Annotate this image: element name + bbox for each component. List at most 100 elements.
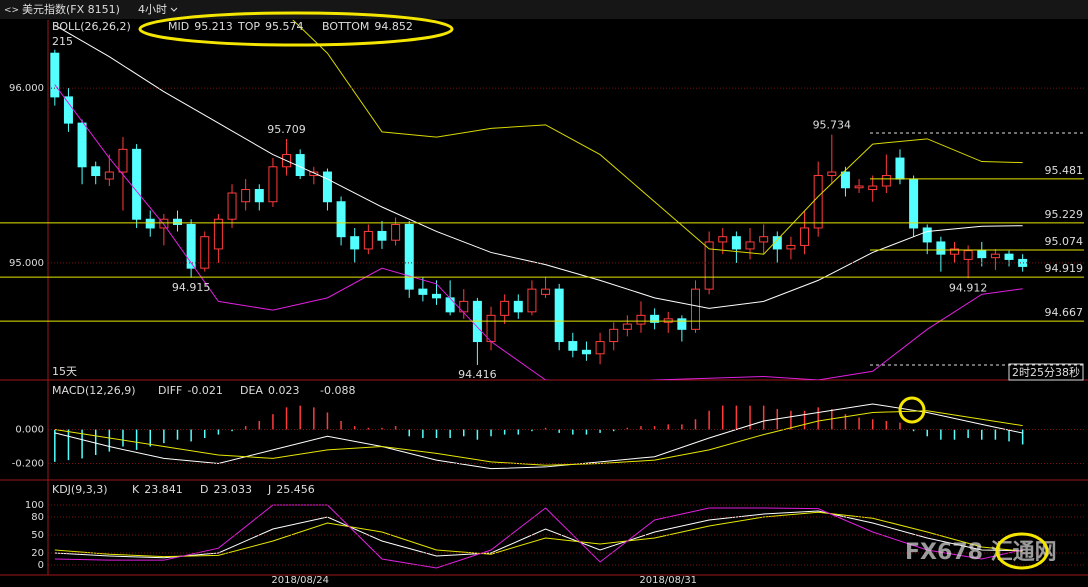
legend-value: 95.574 bbox=[265, 20, 304, 33]
candle-body bbox=[432, 293, 441, 299]
candle-body bbox=[486, 314, 496, 343]
x-tick-label: 2018/08/24 bbox=[271, 575, 329, 586]
candle-body bbox=[691, 288, 700, 330]
candle-body bbox=[581, 349, 591, 355]
candle-body bbox=[827, 171, 837, 177]
candle-body bbox=[650, 314, 660, 323]
candle-body bbox=[527, 288, 537, 313]
candle-body bbox=[404, 223, 414, 290]
legend-value: 94.852 bbox=[374, 20, 413, 33]
dropdown-arrow[interactable] bbox=[170, 7, 178, 12]
candle-body bbox=[391, 223, 401, 241]
legend-entry: K 23.841 bbox=[132, 483, 183, 496]
plot-area bbox=[54, 504, 1023, 569]
candle-body bbox=[350, 236, 360, 250]
y-tick-label: -0.200 bbox=[12, 459, 44, 470]
candle-body bbox=[990, 253, 1000, 259]
candle-body bbox=[91, 166, 101, 177]
highlight-ellipse bbox=[138, 11, 454, 47]
plot-area bbox=[54, 403, 1024, 470]
candle-body bbox=[322, 171, 332, 203]
candle-body bbox=[609, 328, 619, 343]
legend-name: MID bbox=[168, 20, 189, 33]
watermark: FX678 汇通网 bbox=[905, 540, 1057, 565]
candle-body bbox=[595, 341, 605, 355]
y-tick-label: 100 bbox=[25, 500, 44, 511]
extreme-label: 94.416 bbox=[458, 368, 497, 381]
y-tick-label: 95.000 bbox=[9, 258, 44, 269]
series-line bbox=[54, 511, 1023, 558]
indicator-label: BOLL(26,26,2) bbox=[52, 20, 131, 33]
series-line bbox=[54, 24, 1023, 309]
symbol: 美元指数(FX 8151) bbox=[22, 2, 120, 16]
candle-body bbox=[186, 223, 196, 269]
candle-body bbox=[677, 318, 687, 330]
legend-entry: MID 95.213 bbox=[168, 20, 233, 33]
legend-name: D bbox=[200, 483, 208, 496]
range-label: 15天 bbox=[52, 365, 77, 378]
candle-body bbox=[977, 250, 987, 259]
candle-body bbox=[213, 218, 223, 250]
candle-body bbox=[568, 341, 578, 351]
extreme-label: 94.912 bbox=[949, 281, 988, 294]
candle-body bbox=[622, 323, 632, 330]
candle-body bbox=[663, 318, 673, 323]
candle-body bbox=[922, 227, 932, 243]
candle-body bbox=[895, 157, 905, 180]
candle-body bbox=[309, 171, 319, 177]
candle-body bbox=[459, 300, 469, 313]
legend-value: 95.213 bbox=[194, 20, 233, 33]
candle-body bbox=[363, 230, 373, 250]
candle-body bbox=[1004, 253, 1014, 260]
candle-body bbox=[963, 250, 973, 260]
candle-body bbox=[1018, 258, 1028, 267]
highlight-circle bbox=[898, 396, 926, 424]
candle-body bbox=[813, 175, 823, 229]
legend-entry: J 25.456 bbox=[267, 483, 315, 496]
candle-body bbox=[840, 171, 850, 189]
candle-body bbox=[50, 52, 60, 98]
candle-body bbox=[800, 227, 810, 246]
candle-body bbox=[854, 185, 864, 189]
countdown: 2时25分38秒 bbox=[1012, 365, 1080, 379]
candle-body bbox=[445, 297, 455, 313]
level-label: 95.074 bbox=[1045, 235, 1084, 248]
legend-name: DEA bbox=[240, 384, 263, 397]
icon[interactable]: <> bbox=[4, 6, 19, 16]
candle-body bbox=[731, 236, 741, 250]
legend-entry: DIFF -0.021 bbox=[158, 384, 223, 397]
legend-name: TOP bbox=[237, 20, 260, 33]
candle-body bbox=[104, 171, 114, 180]
series-line bbox=[292, 20, 1023, 255]
indicator-label: KDJ(9,3,3) bbox=[52, 483, 108, 496]
legend-value: 23.033 bbox=[213, 483, 252, 496]
period[interactable]: 4小时 bbox=[138, 3, 167, 16]
candle-body bbox=[786, 244, 796, 250]
candle-body bbox=[77, 122, 87, 168]
candle-body bbox=[241, 189, 251, 203]
candle-body bbox=[718, 236, 728, 243]
series-line bbox=[54, 410, 1023, 466]
candle-body bbox=[868, 185, 878, 191]
candle-body bbox=[513, 300, 523, 313]
y-tick-label: 20 bbox=[31, 548, 44, 559]
series-line bbox=[54, 84, 1023, 380]
candle-body bbox=[636, 314, 646, 325]
candle-body bbox=[200, 236, 210, 269]
level-label: 95.481 bbox=[1045, 164, 1084, 177]
candle-body bbox=[418, 288, 428, 295]
level-label: 94.919 bbox=[1045, 262, 1084, 275]
candle-body bbox=[132, 148, 142, 220]
y-tick-label: 50 bbox=[31, 530, 44, 541]
level-label: 95.229 bbox=[1045, 208, 1084, 221]
candle-body bbox=[159, 218, 169, 229]
candle-body bbox=[950, 248, 959, 255]
extreme-label: 95.734 bbox=[813, 119, 852, 132]
series-line bbox=[54, 403, 1023, 470]
candle-body bbox=[268, 166, 278, 203]
legend-name: BOTTOM bbox=[322, 20, 369, 33]
candle-body bbox=[254, 189, 264, 203]
candle-body bbox=[500, 300, 510, 316]
candle-body bbox=[377, 230, 387, 241]
